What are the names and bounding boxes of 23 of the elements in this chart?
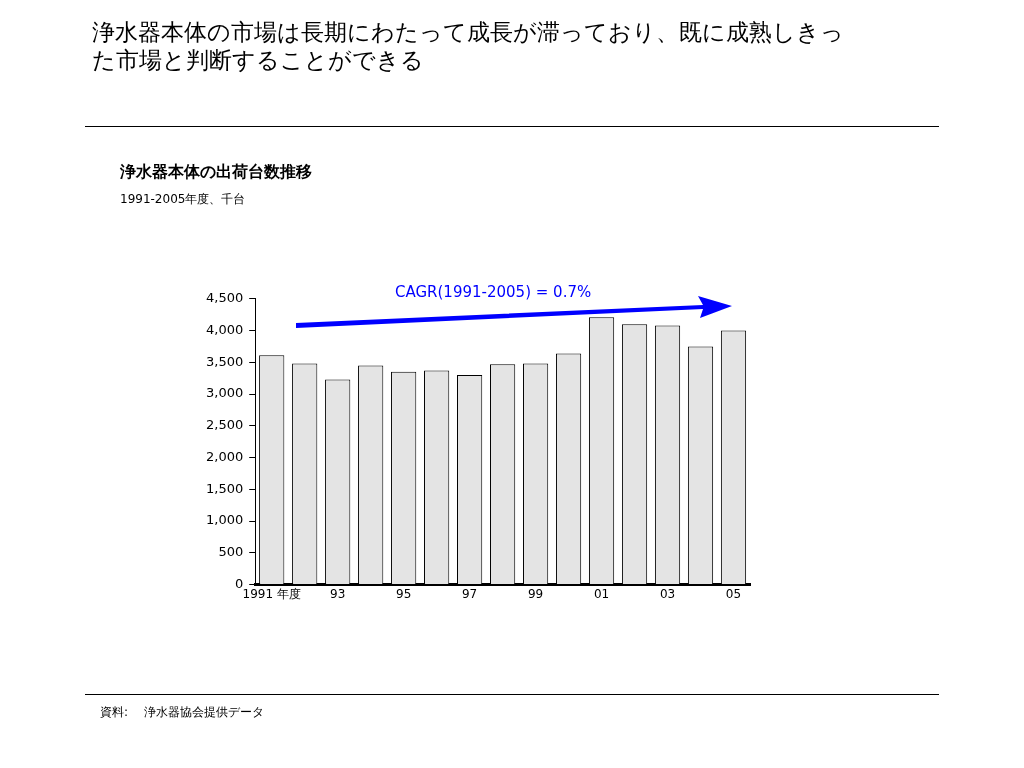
y-tick-label: 0 — [234, 575, 244, 591]
text: 1991-2005年度、千台 — [120, 191, 246, 208]
x-tick-label: 05 — [725, 586, 742, 601]
y-tick-label: 3,500 — [206, 353, 244, 369]
chart-subtitle: 浄水器本体の出荷台数推移 — [120, 162, 312, 183]
x-tick-label: 1991 年度 — [242, 586, 301, 601]
x-tick-label: 97 — [461, 586, 478, 601]
y-tick-label: 2,500 — [206, 417, 244, 433]
y-tick-label: 1,000 — [206, 512, 244, 528]
y-tick-label: 1,500 — [206, 480, 244, 496]
x-tick-label: 93 — [330, 586, 346, 601]
x-tick-label: 95 — [396, 586, 412, 601]
y-tick-label: 4,000 — [206, 321, 244, 337]
y-tick-label: 2,000 — [206, 448, 244, 464]
y-tick-label: 500 — [218, 544, 244, 560]
annotation: CAGR(1991-2005) = 0.7% — [395, 283, 592, 301]
chart-title: 浄水器本体の市場は長期にわたって成長が滞っており、既に成熟しきった市場と判断することができる — [92, 18, 845, 74]
y-tick-label: 3,000 — [206, 385, 244, 401]
y-tick-label: 4,500 — [206, 290, 244, 306]
text: 資料: 浄水器協会提供データ — [100, 704, 264, 721]
x-tick-label: 01 — [593, 586, 610, 601]
x-tick-label: 03 — [659, 586, 676, 601]
x-tick-label: 99 — [527, 586, 544, 601]
